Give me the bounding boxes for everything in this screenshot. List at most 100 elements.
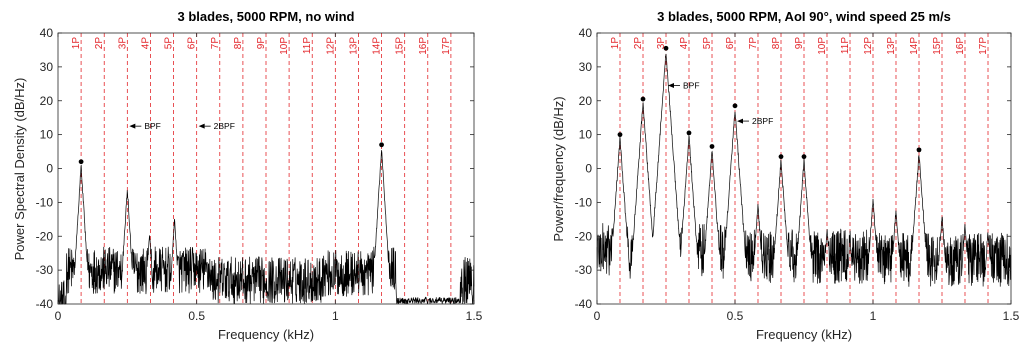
harmonic-label: 15P — [395, 37, 406, 55]
x-tick-label: 1 — [870, 309, 877, 323]
x-axis-label: Frequency (kHz) — [756, 327, 852, 342]
y-tick-label: 0 — [585, 162, 592, 176]
peak-markers — [617, 45, 922, 160]
y-ticks: -40 -30 -20 -10 0 10 20 30 40 — [36, 26, 474, 311]
harmonic-label: 1P — [610, 37, 621, 50]
harmonic-label: 2P — [633, 37, 644, 50]
annotation-label: 2BPF — [752, 116, 773, 126]
harmonic-label: 10P — [279, 37, 290, 55]
chart-left-title: 3 blades, 5000 RPM, no wind — [178, 9, 355, 24]
x-ticks: 0 0.5 1 1.5 — [55, 33, 483, 323]
annotation-label: BPF — [144, 121, 161, 131]
peak-marker — [732, 103, 738, 109]
harmonic-label: 5P — [164, 37, 175, 50]
y-axis-label: Power/frequency (dB/Hz) — [551, 96, 566, 241]
y-axis-label: Power Spectral Density (dB/Hz) — [12, 78, 27, 261]
harmonic-label: 13P — [348, 37, 359, 55]
harmonic-label: 3P — [117, 37, 128, 50]
y-tick-label: -20 — [36, 229, 54, 243]
x-tick-label: 0 — [55, 309, 62, 323]
y-tick-label: 30 — [579, 60, 593, 74]
chart-right-title: 3 blades, 5000 RPM, AoI 90°, wind speed … — [657, 9, 951, 24]
peak-marker — [640, 96, 646, 102]
harmonic-label: 7P — [210, 37, 221, 50]
x-axis-label: Frequency (kHz) — [218, 327, 314, 342]
annotation-label: 2BPF — [214, 121, 235, 131]
harmonic-label: 9P — [256, 37, 267, 50]
harmonic-labels: 1P 2P 3P 4P 5P 6P 7P 8P 9P 10P 11P 12P 13P 14P 15P 16P 1… — [610, 37, 989, 55]
annotation-arrow — [129, 123, 136, 129]
y-tick-label: 40 — [579, 26, 593, 40]
y-tick-label: -40 — [575, 297, 593, 311]
harmonic-label: 8P — [233, 37, 244, 50]
y-tick-label: -30 — [575, 263, 593, 277]
peak-marker — [801, 154, 807, 160]
annotation-arrow — [198, 123, 205, 129]
harmonic-label: 10P — [817, 37, 828, 55]
x-tick-label: 0.5 — [727, 309, 744, 323]
harmonic-label: 15P — [932, 37, 943, 55]
harmonic-label: 1P — [71, 37, 82, 50]
harmonic-label: 4P — [679, 37, 690, 50]
peak-marker — [78, 159, 84, 165]
annotations: BPF 2BPF — [668, 81, 773, 126]
harmonic-label: 4P — [140, 37, 151, 50]
spectrum-trace — [57, 150, 475, 305]
harmonic-label: 8P — [771, 37, 782, 50]
harmonic-labels: 1P 2P 3P 4P 5P 6P 7P 8P 9P 10P 11P 12P 13P 14P 15P 16P 1… — [71, 37, 452, 55]
harmonic-label: 2P — [94, 37, 105, 50]
harmonic-label: 6P — [725, 37, 736, 50]
y-tick-label: -20 — [575, 229, 593, 243]
y-ticks: -40 -30 -20 -10 0 10 20 30 40 — [575, 26, 1011, 311]
x-tick-label: 0.5 — [188, 309, 205, 323]
harmonic-label: 11P — [840, 37, 851, 54]
chart-right: 3 blades, 5000 RPM, AoI 90°, wind speed … — [551, 9, 1020, 342]
y-tick-label: 30 — [40, 60, 54, 74]
y-tick-label: 10 — [579, 128, 593, 142]
x-tick-label: 1.5 — [1003, 309, 1020, 323]
peak-marker — [686, 130, 692, 136]
harmonic-label: 17P — [978, 37, 989, 55]
harmonic-label: 14P — [909, 37, 920, 55]
y-tick-label: -10 — [575, 195, 593, 209]
harmonic-label: 6P — [187, 37, 198, 50]
x-ticks: 0 0.5 1 1.5 — [594, 33, 1020, 323]
peak-marker — [617, 132, 623, 138]
annotation-arrow — [668, 83, 674, 89]
annotations: BPF 2BPF — [129, 121, 235, 131]
y-tick-label: -30 — [36, 263, 54, 277]
annotation-label: BPF — [683, 81, 700, 91]
harmonic-label: 12P — [325, 37, 336, 55]
harmonic-label: 16P — [955, 37, 966, 55]
harmonic-label: 11P — [302, 37, 313, 54]
harmonic-label: 14P — [372, 37, 383, 55]
harmonic-label: 17P — [441, 37, 452, 55]
harmonic-label: 12P — [863, 37, 874, 55]
harmonic-label: 16P — [418, 37, 429, 55]
peak-marker — [709, 144, 715, 149]
annotation-arrow — [737, 118, 743, 124]
y-tick-label: 10 — [40, 128, 54, 142]
y-tick-label: -40 — [36, 297, 54, 311]
x-tick-label: 0 — [594, 309, 601, 323]
harmonic-label: 9P — [794, 37, 805, 50]
harmonic-lines — [619, 33, 989, 304]
y-tick-label: 0 — [46, 162, 53, 176]
harmonic-label: 7P — [748, 37, 759, 50]
peak-markers — [78, 142, 384, 165]
x-tick-label: 1 — [332, 309, 339, 323]
y-tick-label: 40 — [40, 26, 54, 40]
harmonic-label: 3P — [656, 37, 667, 50]
chart-left: 3 blades, 5000 RPM, no wind 1P 2P 3P 4P 5P 6P… — [12, 9, 483, 342]
harmonic-label: 5P — [702, 37, 713, 50]
x-tick-label: 1.5 — [466, 309, 483, 323]
y-tick-label: -10 — [36, 195, 54, 209]
y-tick-label: 20 — [579, 94, 593, 108]
y-tick-label: 20 — [40, 94, 54, 108]
harmonic-label: 13P — [886, 37, 897, 55]
peak-marker — [778, 154, 784, 160]
peak-marker — [379, 142, 384, 148]
peak-marker — [663, 45, 669, 51]
peak-marker — [916, 147, 922, 153]
